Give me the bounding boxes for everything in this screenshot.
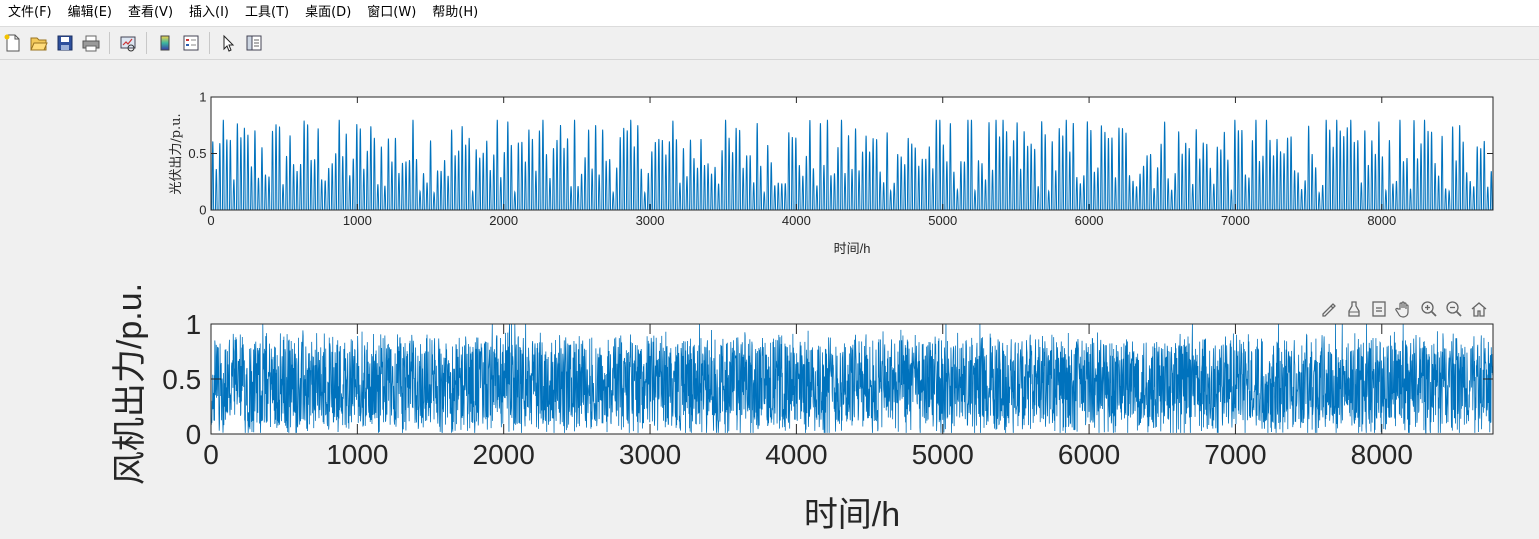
x-tick-label: 6000 bbox=[1058, 439, 1120, 470]
wind-y-ticks: 00.51 bbox=[162, 309, 1493, 450]
x-tick-label: 3000 bbox=[636, 213, 665, 228]
edit-plot-cursor-icon[interactable] bbox=[216, 31, 240, 55]
x-tick-label: 0 bbox=[203, 439, 219, 470]
x-tick-label: 5000 bbox=[912, 439, 974, 470]
data-tips-icon[interactable] bbox=[1341, 297, 1366, 321]
x-tick-label: 5000 bbox=[928, 213, 957, 228]
pv-x-axis-label: 时间/h bbox=[834, 241, 871, 256]
x-tick-label: 1000 bbox=[343, 213, 372, 228]
wind-y-axis-label: 风机出力/p.u. bbox=[111, 283, 149, 485]
axes-pv-background bbox=[211, 97, 1493, 210]
y-tick-label: 1 bbox=[186, 309, 202, 340]
pv-y-ticks: 00.51 bbox=[188, 90, 1493, 218]
x-tick-label: 7000 bbox=[1221, 213, 1250, 228]
open-file-icon[interactable] bbox=[27, 31, 51, 55]
menu-file[interactable]: 文件(F) bbox=[8, 5, 52, 20]
print-icon[interactable] bbox=[79, 31, 103, 55]
y-tick-label: 0 bbox=[199, 203, 206, 218]
menu-insert[interactable]: 插入(I) bbox=[189, 5, 230, 20]
x-tick-label: 0 bbox=[207, 213, 214, 228]
pv-x-ticks: 0 1000 2000 3000 4000 5000 6000 7000 8000 bbox=[207, 97, 1396, 228]
zoom-out-icon[interactable] bbox=[1441, 297, 1466, 321]
menu-window[interactable]: 窗口(W) bbox=[367, 5, 417, 20]
x-tick-label: 8000 bbox=[1367, 213, 1396, 228]
x-tick-label: 1000 bbox=[326, 439, 388, 470]
wind-x-axis-label: 时间/h bbox=[804, 496, 900, 534]
menu-edit[interactable]: 编辑(E) bbox=[67, 5, 112, 20]
x-tick-label: 6000 bbox=[1075, 213, 1104, 228]
brush-icon[interactable] bbox=[1316, 297, 1341, 321]
menu-desktop[interactable]: 桌面(D) bbox=[305, 5, 352, 20]
x-tick-label: 7000 bbox=[1204, 439, 1266, 470]
axes-pv[interactable]: 0 1000 2000 3000 4000 5000 6000 7000 8000 00.51 … bbox=[169, 90, 1494, 256]
x-tick-label: 2000 bbox=[473, 439, 535, 470]
toolbar-separator bbox=[146, 32, 147, 54]
menu-view[interactable]: 查看(V) bbox=[127, 5, 174, 20]
menu-help[interactable]: 帮助(H) bbox=[432, 5, 479, 20]
wind-series-line bbox=[210, 323, 1494, 434]
x-tick-label: 4000 bbox=[782, 213, 811, 228]
figure-canvas: 0 1000 2000 3000 4000 5000 6000 7000 8000 0 0.5 1 … bbox=[0, 60, 1539, 535]
axes-wind[interactable]: 0 1000 2000 3000 4000 5000 6000 7000 8000 00.51 … bbox=[111, 283, 1494, 534]
legend-icon[interactable] bbox=[179, 31, 203, 55]
toolbar-separator bbox=[109, 32, 110, 54]
wind-x-ticks: 0 1000 2000 3000 4000 5000 6000 7000 8000 bbox=[203, 324, 1413, 470]
zoom-in-icon[interactable] bbox=[1416, 297, 1441, 321]
link-plot-icon[interactable] bbox=[116, 31, 140, 55]
figure-toolbar bbox=[0, 27, 1539, 60]
y-tick-label: 0.5 bbox=[162, 364, 201, 395]
save-icon[interactable] bbox=[53, 31, 77, 55]
y-tick-label: 1 bbox=[199, 90, 206, 105]
menu-bar: 文件(F) 编辑(E) 查看(V) 插入(I) 工具(T) 桌面(D) 窗口(W… bbox=[0, 0, 1539, 27]
pv-y-axis-label: 光伏出力/p.u. bbox=[169, 113, 184, 194]
x-tick-label: 2000 bbox=[489, 213, 518, 228]
pan-hand-icon[interactable] bbox=[1391, 297, 1416, 321]
x-tick-label: 8000 bbox=[1351, 439, 1413, 470]
figure-svg: 0 1000 2000 3000 4000 5000 6000 7000 8000 00.51 … bbox=[111, 90, 1494, 534]
x-tick-label: 3000 bbox=[619, 439, 681, 470]
property-inspector-icon[interactable] bbox=[242, 31, 266, 55]
axes-toolbar bbox=[1316, 296, 1491, 322]
home-icon[interactable] bbox=[1466, 297, 1491, 321]
colorbar-icon[interactable] bbox=[153, 31, 177, 55]
new-figure-icon[interactable] bbox=[1, 31, 25, 55]
y-tick-label: 0.5 bbox=[188, 146, 206, 161]
menu-tools[interactable]: 工具(T) bbox=[245, 5, 290, 20]
y-tick-label: 0 bbox=[186, 419, 202, 450]
toolbar-separator bbox=[209, 32, 210, 54]
restore-view-icon[interactable] bbox=[1366, 297, 1391, 321]
x-tick-label: 4000 bbox=[765, 439, 827, 470]
